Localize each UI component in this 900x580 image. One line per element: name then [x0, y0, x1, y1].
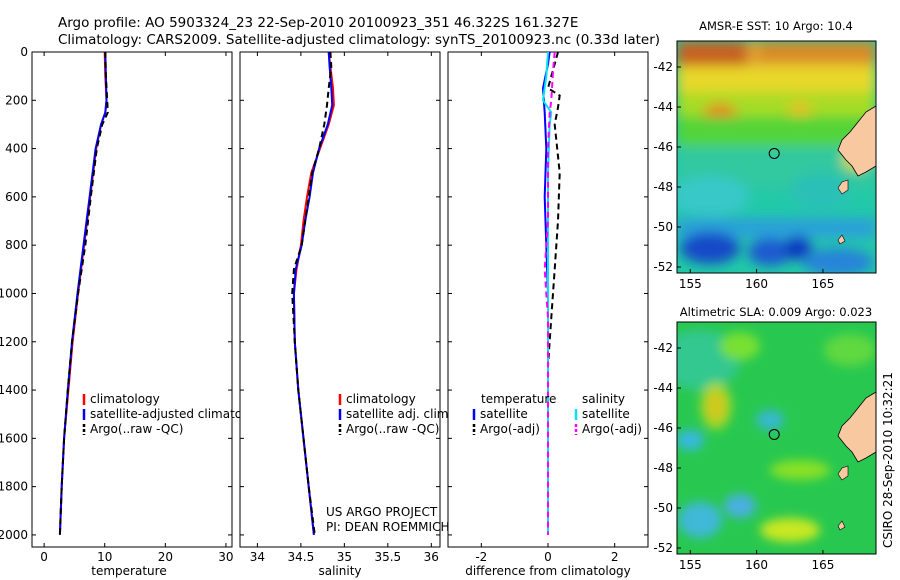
x-tick-label: 165 — [811, 277, 834, 291]
series-line — [543, 51, 556, 535]
x-tick-label: 34 — [250, 550, 265, 564]
y-tick-label: 1800 — [0, 480, 28, 494]
x-tick-label: 160 — [745, 558, 768, 572]
sla-map-title: Altimetric SLA: 0.009 Argo: 0.023 — [680, 305, 872, 319]
sla-heatmap — [677, 322, 876, 554]
stewart-island — [837, 465, 849, 481]
y-tick-label: 1000 — [0, 286, 28, 300]
temperature-panel: 0 10 20 30 0 200 400 600 800 1000 1200 1400 1600 1800… — [0, 45, 268, 578]
x-tick-label: 0 — [40, 550, 48, 564]
x-tick-label: 0 — [544, 550, 552, 564]
sla-map-panel: Altimetric SLA: 0.009 Argo: 0.023 1 — [653, 305, 877, 572]
legend-label: satellite-adjusted climatology — [90, 407, 268, 421]
y-tick-label: 1600 — [0, 431, 28, 445]
sst-map-title: AMSR-E SST: 10 Argo: 10.4 — [699, 19, 853, 33]
y-tick-label: 1200 — [0, 335, 28, 349]
y-tick-label: -52 — [653, 541, 673, 555]
series-line — [541, 51, 553, 535]
x-tick-label: 34.5 — [288, 550, 315, 564]
temperature-xlabel: temperature — [91, 564, 166, 578]
credit-pi: PI: DEAN ROEMMICH — [326, 520, 449, 534]
series-line — [58, 51, 109, 535]
argo-float-marker — [768, 428, 780, 440]
y-tick-label: 200 — [5, 93, 28, 107]
y-tick-label: 600 — [5, 190, 28, 204]
x-tick-label: 10 — [97, 550, 112, 564]
x-tick-label: 36 — [424, 550, 439, 564]
y-tick-label: -46 — [653, 421, 673, 435]
x-tick-label: 2 — [611, 550, 619, 564]
sst-map-panel: AMSR-E SST: 10 Argo: 10.4 — [653, 19, 877, 291]
y-tick-label: -50 — [653, 220, 673, 234]
legend-label: satellite — [480, 407, 528, 421]
temperature-plot-frame — [31, 51, 233, 548]
salinity-xlabel: salinity — [318, 564, 361, 578]
y-tick-label: 1400 — [0, 383, 28, 397]
x-tick-label: 35.5 — [374, 550, 401, 564]
auckland-islands — [837, 520, 846, 531]
x-tick-label: 20 — [158, 550, 173, 564]
y-tick-label: -42 — [653, 60, 673, 74]
legend-label: climatology — [90, 392, 160, 406]
credit-project: US ARGO PROJECT — [326, 505, 438, 519]
legend-label: Argo(..raw -QC) — [346, 422, 439, 436]
y-tick-label: 2000 — [0, 528, 28, 542]
difference-panel: -2 0 2 temperature salinitysatelliteArgo(-a… — [447, 51, 649, 578]
x-tick-label: 30 — [218, 550, 233, 564]
sst-heatmap — [677, 41, 876, 273]
y-tick-label: -42 — [653, 341, 673, 355]
argo-float-marker — [768, 147, 780, 159]
legend-label: satellite — [582, 407, 630, 421]
y-tick-label: 800 — [5, 238, 28, 252]
series-line — [291, 51, 333, 536]
new-zealand-coast — [837, 105, 876, 177]
new-zealand-coast — [837, 391, 876, 463]
y-tick-label: -44 — [653, 381, 673, 395]
x-tick-label: -2 — [475, 550, 487, 564]
sla-map-frame — [676, 321, 877, 555]
salinity-plot-frame — [239, 51, 441, 548]
y-tick-label: -48 — [653, 461, 673, 475]
y-tick-label: 400 — [5, 142, 28, 156]
x-tick-label: 35 — [337, 550, 352, 564]
y-tick-label: -44 — [653, 100, 673, 114]
legend-label: satellite adj. clim. — [346, 407, 452, 421]
x-tick-label: 165 — [811, 558, 834, 572]
auckland-islands — [837, 234, 846, 245]
difference-xlabel: difference from climatology — [465, 564, 631, 578]
legend-label: Argo(-adj) — [480, 422, 540, 436]
legend-label: Argo(..raw -QC) — [90, 422, 183, 436]
csiro-timestamp: CSIRO 28-Sep-2010 10:32:21 — [881, 372, 895, 548]
legend-header: salinity — [582, 392, 625, 406]
legend-label: climatology — [346, 392, 416, 406]
y-tick-label: -48 — [653, 180, 673, 194]
header-line-2: Climatology: CARS2009. Satellite-adjuste… — [58, 32, 660, 48]
y-tick-label: -46 — [653, 140, 673, 154]
legend-label: Argo(-adj) — [582, 422, 642, 436]
y-tick-label: -52 — [653, 260, 673, 274]
header-line-1: Argo profile: AO 5903324_23 22-Sep-2010 … — [58, 15, 578, 31]
legend-header: temperature — [481, 392, 556, 406]
stewart-island — [837, 179, 849, 195]
sst-map-frame — [676, 40, 877, 274]
y-tick-label: -50 — [653, 501, 673, 515]
y-tick-label: 0 — [20, 45, 28, 59]
x-tick-label: 155 — [679, 558, 702, 572]
x-tick-label: 160 — [745, 277, 768, 291]
x-tick-label: 155 — [679, 277, 702, 291]
